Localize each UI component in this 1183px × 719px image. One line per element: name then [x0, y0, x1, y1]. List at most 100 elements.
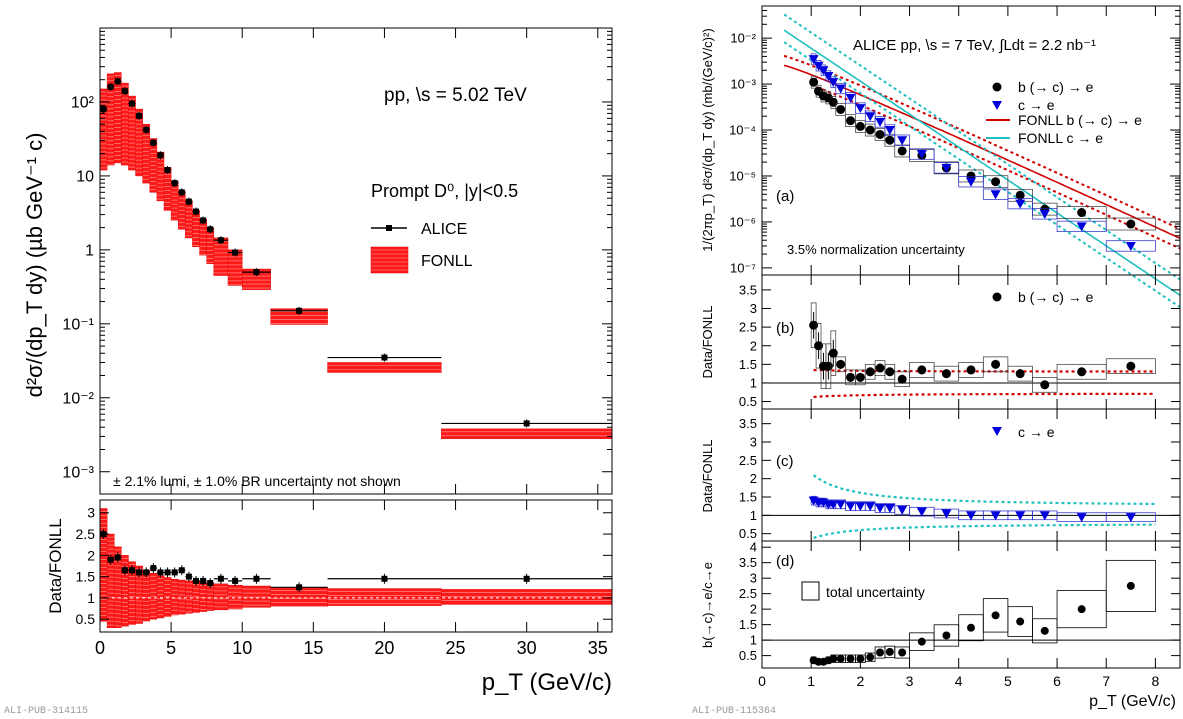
c-point	[884, 126, 895, 136]
ratio-point	[523, 575, 530, 582]
alice-point	[296, 307, 303, 314]
c-syst-box	[1007, 198, 1033, 210]
c-ratio-point	[1076, 513, 1087, 523]
c-ratio-point	[845, 502, 856, 512]
d-point	[846, 654, 855, 663]
b-ratio-point	[828, 348, 838, 358]
right-xlabel: p_T (GeV/c)	[1089, 693, 1176, 710]
c-ratio-point	[990, 511, 1001, 521]
ratio-point	[114, 554, 121, 561]
lumi-annotation: ± 2.1% lumi, ± 1.0% BR uncertainty not s…	[113, 473, 401, 489]
ratio-point	[217, 575, 224, 582]
legend-c-label: c → e	[1018, 97, 1055, 113]
ratio-fonll-box	[99, 508, 108, 622]
right-c-ytick-label: 2.5	[739, 453, 757, 468]
b-ratio-point	[855, 372, 865, 382]
right-d-ytick-label: 4	[750, 540, 757, 555]
d-point	[836, 654, 845, 663]
c-point	[845, 93, 856, 103]
panel-a-label: (a)	[776, 188, 794, 205]
fonll-c-lower	[783, 41, 1181, 309]
c-ratio-point	[1039, 511, 1050, 521]
c-point	[808, 55, 819, 65]
b-ratio-point	[885, 367, 895, 377]
ratio-fonll-box-fill	[170, 578, 179, 616]
c-fonll-lower	[813, 523, 1156, 539]
ratio-point	[171, 569, 178, 576]
right-a-ytick-label: 10⁻²	[730, 31, 756, 46]
b-ratio-box	[894, 371, 910, 388]
alice-point	[207, 226, 214, 233]
c-point	[897, 136, 908, 146]
legend-alice-marker	[386, 225, 392, 231]
d-uncert-box	[1105, 559, 1156, 612]
d-point	[866, 653, 875, 662]
b-ratio-box	[1032, 377, 1058, 393]
b-point	[897, 146, 907, 156]
ratio-point	[193, 577, 199, 584]
fonll-band-box	[121, 82, 129, 166]
b-point	[875, 129, 885, 139]
species-annotation: Prompt D⁰, |y|<0.5	[371, 181, 518, 201]
legend-fonll-b-label: FONLL b (→ c) → e	[1018, 112, 1142, 128]
c-point	[828, 78, 839, 88]
left-top-ytick-label: 10⁻¹	[62, 316, 94, 333]
left-bottom-xtick-label: 20	[374, 638, 394, 658]
c-point	[916, 150, 927, 160]
ratio-point	[200, 577, 207, 584]
ratio-point	[381, 575, 388, 582]
alice-point	[200, 217, 207, 224]
ratio-fonll-box	[327, 588, 442, 606]
left-top-ytick-label: 10⁻³	[62, 464, 94, 481]
d-point	[1126, 581, 1135, 590]
c-point	[966, 177, 976, 187]
left-top-ytick-label: 1	[85, 242, 94, 259]
left-bottom-xtick-label: 0	[95, 638, 105, 658]
fonll-band-box-fill	[441, 428, 613, 439]
b-ratio-box	[1007, 365, 1033, 382]
left-bottom-ytick-label: 2.5	[76, 526, 96, 542]
right-energy-annotation: ALICE pp, \s = 7 TeV, ∫Ldt = 2.2 nb⁻¹	[853, 37, 1096, 54]
ratio-fonll-box-fill	[192, 581, 200, 613]
fonll-band-box	[441, 428, 613, 439]
ratio-fonll-box	[106, 533, 115, 628]
b-ratio-box	[1105, 358, 1156, 374]
b-point	[1126, 219, 1136, 229]
fonll-band-box	[213, 237, 229, 276]
c-ratio-point	[875, 504, 886, 513]
legend-b2-label: b (→ c) → e	[1018, 289, 1094, 305]
fonll-band-box	[113, 72, 122, 164]
ratio-point	[121, 567, 128, 574]
ratio-fonll-box	[163, 577, 172, 617]
right-d-ytick-label: 3	[750, 571, 757, 586]
ratio-point	[150, 565, 157, 572]
alice-point	[171, 180, 178, 187]
legend-b-marker	[992, 82, 1002, 92]
right-b-ytick-label: 1.5	[739, 357, 757, 372]
fonll-b-central	[783, 64, 1181, 240]
right-a-ytick-label: 10⁻⁴	[729, 123, 756, 138]
c-ratio-point	[897, 505, 908, 515]
b-syst-box	[835, 103, 846, 116]
b-point	[1077, 208, 1087, 218]
right-d-ytick-label: 2	[750, 602, 757, 617]
panel-d-label: (d)	[776, 553, 794, 570]
left-xlabel: p_T (GeV/c)	[482, 669, 612, 696]
alice-point	[523, 420, 530, 427]
legend-b2-marker	[992, 292, 1002, 302]
ratio-fonll-box-fill	[327, 588, 442, 606]
b-ratio-point	[846, 372, 856, 382]
left-bottom-ytick-label: 3	[87, 505, 95, 521]
d-point	[1040, 626, 1049, 635]
c-syst-box	[845, 92, 856, 104]
right-b-ytick-label: 2.5	[739, 320, 757, 335]
b-ratio-point	[1126, 361, 1136, 371]
ratio-fonll-box-fill	[163, 577, 172, 617]
ratio-fonll-box	[241, 585, 271, 608]
right-b-ytick-label: 2	[750, 338, 757, 353]
b-ratio-box	[835, 356, 846, 373]
b-point	[865, 125, 875, 135]
b-ratio-point	[941, 369, 951, 379]
c-fonll-upper	[812, 474, 1156, 506]
